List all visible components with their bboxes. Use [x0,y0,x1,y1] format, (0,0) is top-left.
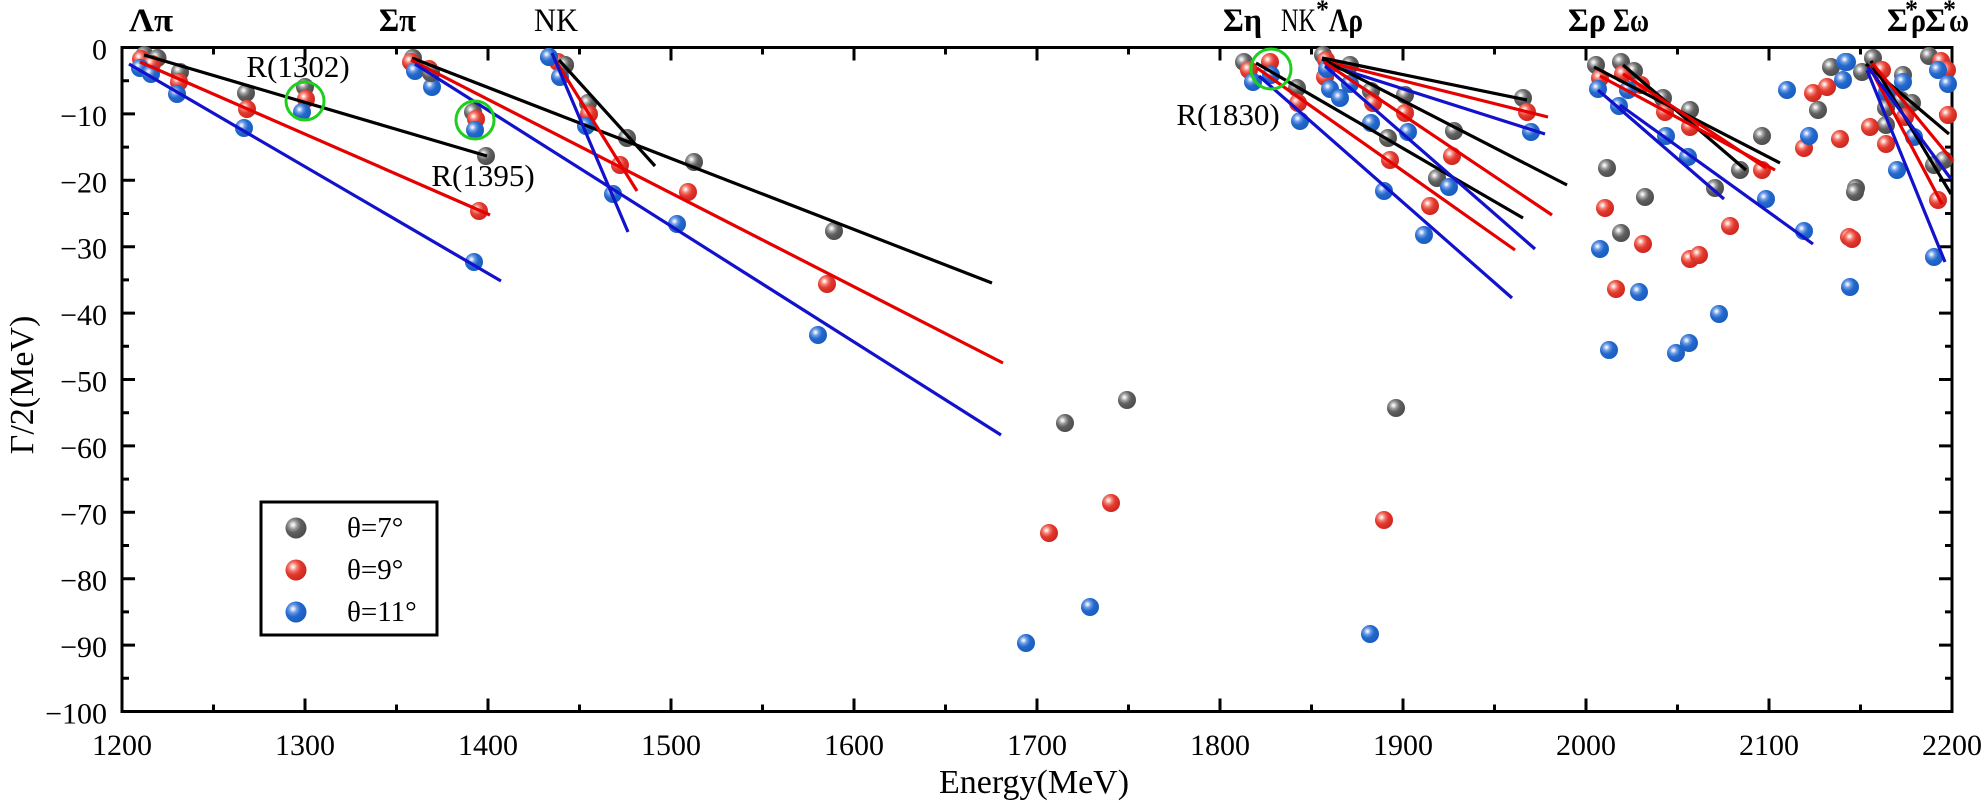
svg-text:−40: −40 [60,299,107,332]
svg-text:*: * [1316,0,1329,24]
svg-text:ρ: ρ [1911,3,1926,39]
svg-text:−10: −10 [60,100,107,133]
svg-text:R(1830): R(1830) [1176,97,1279,132]
svg-text:2100: 2100 [1739,729,1799,762]
svg-text:−30: −30 [60,233,107,266]
svg-text:Ση: Ση [1223,3,1262,39]
svg-text:Σ: Σ [1925,3,1946,39]
svg-text:NK: NK [534,3,578,39]
svg-text:Λρ: Λρ [1329,3,1363,39]
svg-text:R(1302): R(1302) [246,49,349,84]
svg-text:−70: −70 [60,498,107,531]
svg-text:*: * [1905,0,1918,24]
svg-text:−80: −80 [60,565,107,598]
svg-text:NK: NK [1281,3,1316,39]
svg-text:1900: 1900 [1373,729,1433,762]
svg-text:−90: −90 [60,631,107,664]
svg-text:ω: ω [1949,3,1969,39]
svg-text:1400: 1400 [458,729,518,762]
svg-text:θ=7°: θ=7° [347,512,403,544]
svg-text:0: 0 [92,34,107,67]
svg-text:Γ/2(MeV): Γ/2(MeV) [4,316,41,455]
svg-text:1700: 1700 [1007,729,1067,762]
svg-text:−20: −20 [60,166,107,199]
svg-text:θ=9°: θ=9° [347,554,403,586]
svg-text:1800: 1800 [1190,729,1250,762]
svg-text:−60: −60 [60,432,107,465]
svg-text:*: * [1943,0,1956,24]
svg-text:R(1395): R(1395) [431,158,534,193]
svg-text:1300: 1300 [275,729,335,762]
svg-text:1500: 1500 [641,729,701,762]
svg-text:Σρ: Σρ [1568,3,1606,39]
svg-text:Energy(MeV): Energy(MeV) [939,764,1129,801]
svg-text:Σπ: Σπ [379,3,416,39]
svg-text:Λπ: Λπ [129,3,173,39]
svg-text:−50: −50 [60,366,107,399]
svg-text:Σω: Σω [1613,3,1649,39]
svg-text:1600: 1600 [824,729,884,762]
svg-text:2000: 2000 [1556,729,1616,762]
svg-text:2200: 2200 [1922,729,1982,762]
svg-text:Σ: Σ [1887,3,1908,39]
svg-text:1200: 1200 [92,729,152,762]
svg-text:−100: −100 [45,698,107,731]
svg-text:θ=11°: θ=11° [347,596,417,628]
